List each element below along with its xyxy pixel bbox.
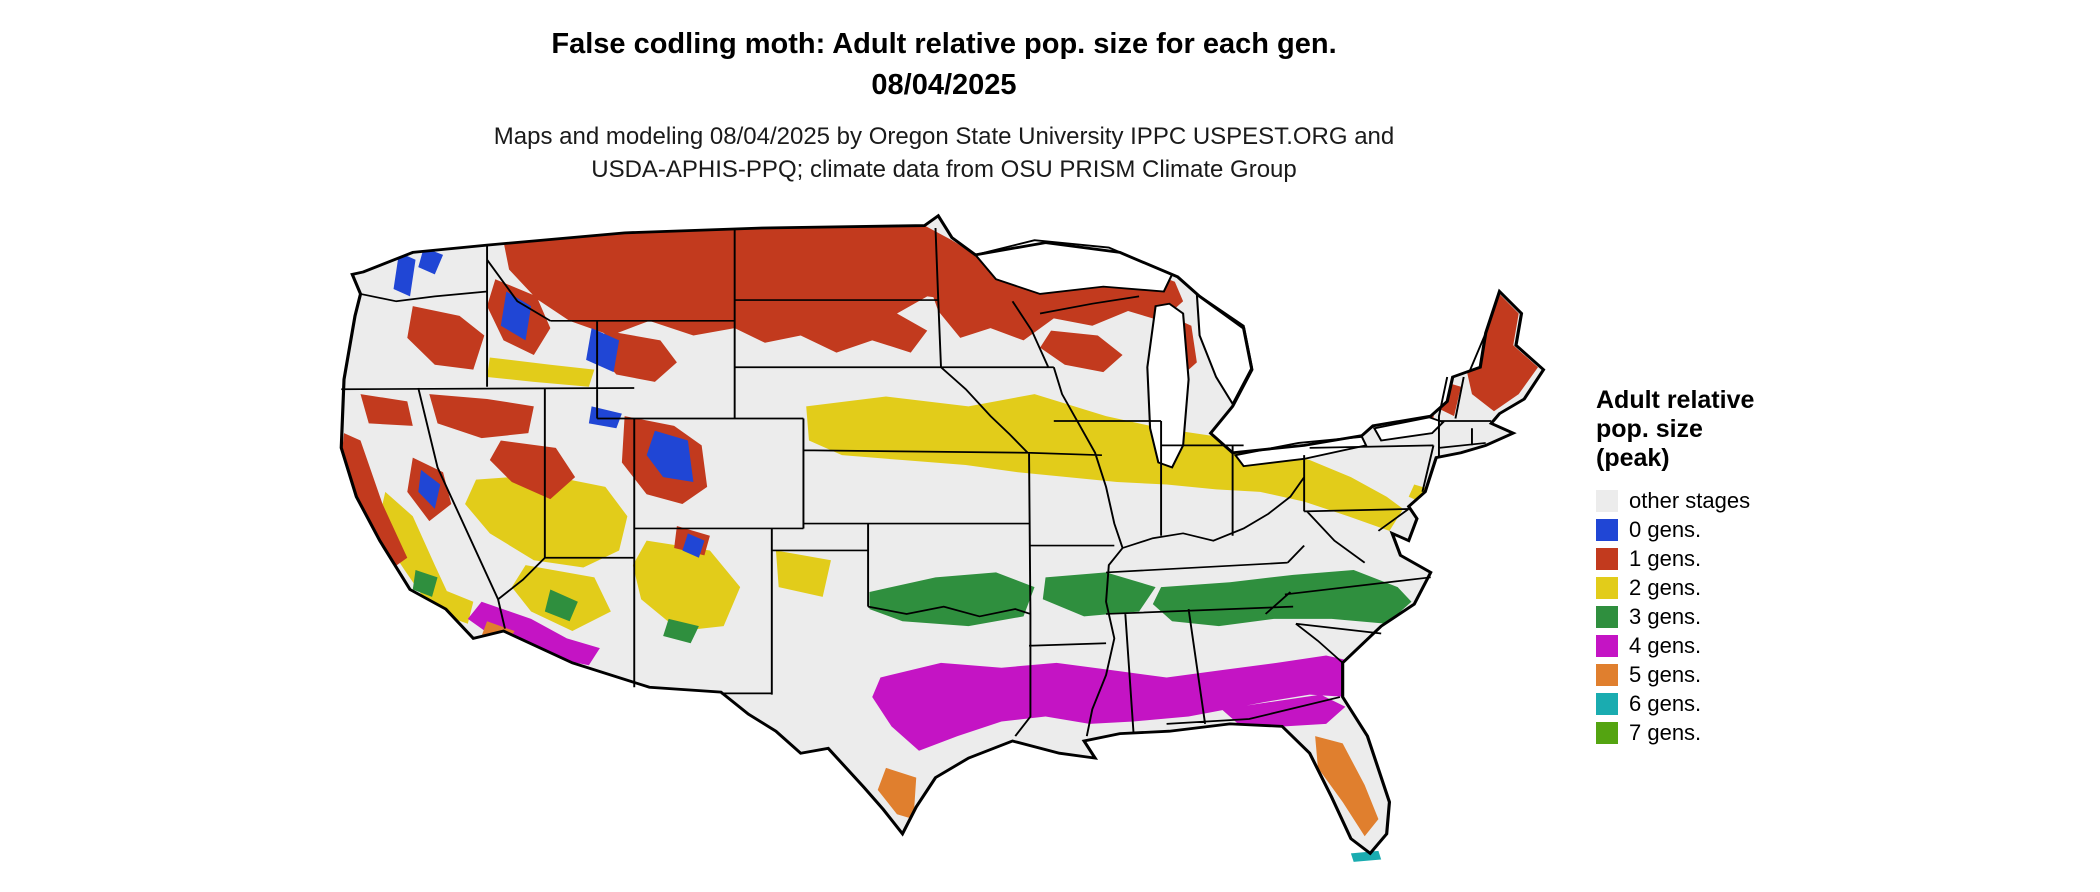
legend-entry-g7: 7 gens. [1596, 720, 1916, 745]
map-layer-2-gens [377, 357, 1431, 632]
legend-swatch-g0 [1596, 518, 1618, 541]
map-layer-4-gens [467, 601, 1406, 751]
legend-title-line1: Adult relative [1596, 386, 1755, 414]
legend-entry-g5: 5 gens. [1596, 662, 1916, 687]
legend-label-g2: 2 gens. [1629, 574, 1702, 600]
legend-label-g6: 6 gens. [1629, 690, 1702, 716]
legend-label-g3: 3 gens. [1629, 603, 1702, 629]
legend-title-line3: (peak) [1596, 443, 1670, 472]
legend-entry-g3: 3 gens. [1596, 604, 1916, 629]
figure-subtitle: Maps and modeling 08/04/2025 by Oregon S… [0, 121, 1888, 186]
legend-entry-g6: 6 gens. [1596, 691, 1916, 716]
us-map-svg [339, 213, 1546, 862]
legend-label-other: other stages [1629, 487, 1751, 513]
legend-swatch-g2 [1596, 576, 1618, 599]
map-fill-layers [341, 215, 1544, 854]
figure-subtitle-line2: USDA-APHIS-PPQ; climate data from OSU PR… [591, 155, 1297, 183]
map-layer-6-gens [1350, 850, 1382, 862]
legend-entry-g4: 4 gens. [1596, 633, 1916, 658]
legend-label-g4: 4 gens. [1629, 632, 1702, 658]
legend-swatch-g4 [1596, 634, 1618, 657]
legend-entry-g1: 1 gens. [1596, 546, 1916, 571]
legend-swatch-other [1596, 489, 1618, 512]
legend-label-g0: 0 gens. [1629, 516, 1702, 542]
legend-entries: other stages 0 gens. 1 gens. 2 gens. 3 gens.… [1596, 488, 1916, 745]
legend-title-line2: pop. size [1596, 414, 1703, 443]
figure-header: False codling moth: Adult relative pop. … [0, 24, 1888, 186]
legend-swatch-g6 [1596, 692, 1618, 715]
figure-title-line2: 08/04/2025 [871, 68, 1017, 101]
map-layer-3-gens [412, 569, 1412, 644]
us-outline [339, 213, 1546, 856]
legend-swatch-g7 [1596, 721, 1618, 744]
us-map [322, 206, 1560, 890]
map-layer-1-gens [341, 225, 1538, 568]
figure-title-line1: False codling moth: Adult relative pop. … [551, 28, 1337, 60]
legend-swatch-g3 [1596, 605, 1618, 628]
legend-label-g7: 7 gens. [1629, 719, 1702, 745]
legend: Adult relative pop. size (peak) other st… [1596, 386, 1916, 749]
legend-swatch-g5 [1596, 663, 1618, 686]
legend-entry-g0: 0 gens. [1596, 517, 1916, 542]
legend-entry-other: other stages [1596, 488, 1916, 513]
legend-label-g5: 5 gens. [1629, 661, 1702, 687]
figure-subtitle-line1: Maps and modeling 08/04/2025 by Oregon S… [493, 123, 1395, 151]
legend-swatch-g1 [1596, 547, 1618, 570]
legend-entry-g2: 2 gens. [1596, 575, 1916, 600]
state-borders [341, 227, 1492, 737]
legend-label-g1: 1 gens. [1629, 545, 1702, 571]
